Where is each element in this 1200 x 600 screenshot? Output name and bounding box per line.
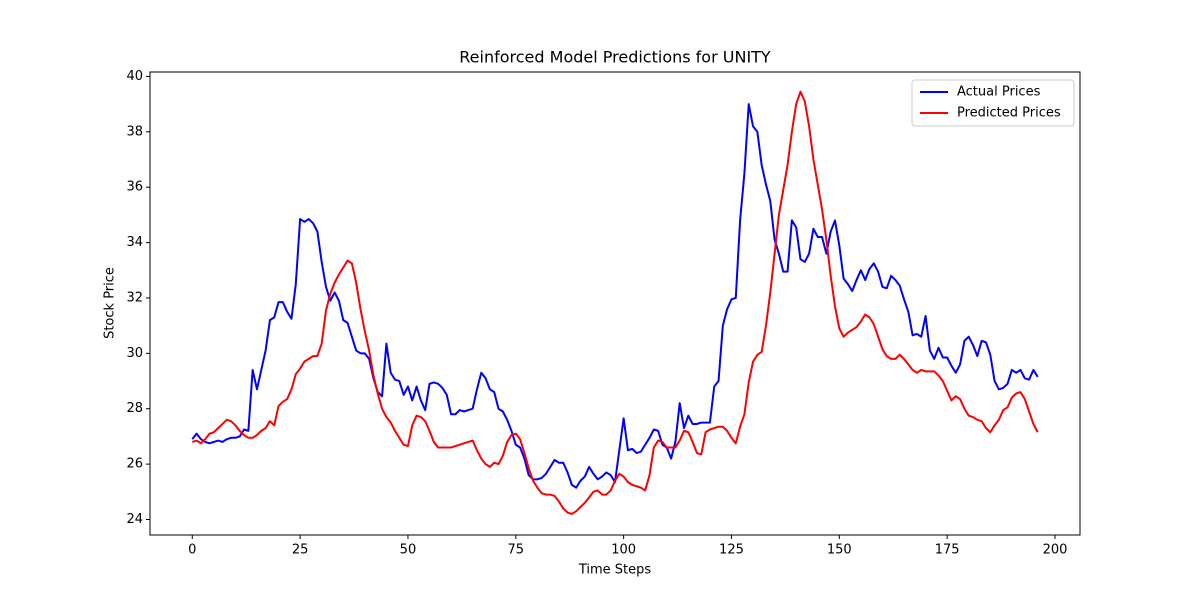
x-tick-label: 75 — [508, 543, 525, 558]
legend-label: Actual Prices — [957, 85, 1041, 100]
y-tick-label: 24 — [126, 512, 143, 527]
x-tick-label: 50 — [400, 543, 417, 558]
legend-box — [911, 79, 1075, 127]
x-tick-label: 0 — [188, 543, 196, 558]
data-line — [191, 90, 1039, 515]
x-tick-label: 25 — [292, 543, 309, 558]
legend: Actual Prices Predicted Prices — [911, 79, 1075, 127]
x-tick-label: 200 — [1043, 543, 1068, 558]
y-tick-label: 38 — [126, 124, 143, 139]
y-axis-label: Stock Price — [103, 267, 118, 339]
y-tick-label: 30 — [126, 346, 143, 361]
y-tick-label: 28 — [126, 401, 143, 416]
x-tick-label: 150 — [827, 543, 852, 558]
y-tick-label: 34 — [126, 235, 143, 250]
x-tick-label: 100 — [611, 543, 636, 558]
legend-label: Predicted Prices — [957, 106, 1061, 121]
chart-title: Reinforced Model Predictions for UNITY — [459, 48, 771, 67]
x-tick-label: 175 — [935, 543, 960, 558]
x-axis-label: Time Steps — [578, 563, 652, 578]
plot-frame — [149, 71, 1081, 536]
x-tick-label: 125 — [719, 543, 744, 558]
y-tick-label: 36 — [126, 180, 143, 195]
y-tick-label: 26 — [126, 457, 143, 472]
y-tick-label: 40 — [126, 69, 143, 84]
y-tick-label: 32 — [126, 290, 143, 305]
